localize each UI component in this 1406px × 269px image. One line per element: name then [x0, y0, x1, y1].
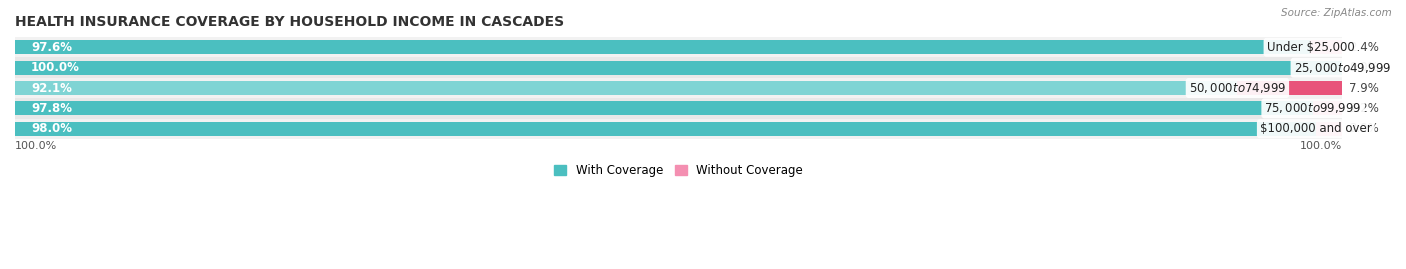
Text: 92.1%: 92.1% — [31, 82, 72, 94]
Bar — [1310, 40, 1343, 54]
Text: 100.0%: 100.0% — [1301, 141, 1343, 151]
Text: 97.6%: 97.6% — [31, 41, 72, 54]
Bar — [15, 122, 1316, 136]
Bar — [15, 119, 1343, 139]
Bar — [15, 58, 1343, 78]
Bar — [15, 98, 1343, 119]
Text: 7.9%: 7.9% — [1348, 82, 1379, 94]
Text: 97.8%: 97.8% — [31, 102, 72, 115]
Text: 100.0%: 100.0% — [31, 61, 80, 74]
Bar — [15, 37, 1343, 58]
Text: 2.2%: 2.2% — [1348, 102, 1379, 115]
Text: 2.4%: 2.4% — [1348, 41, 1379, 54]
Bar — [1313, 101, 1343, 115]
Text: $100,000 and over: $100,000 and over — [1260, 122, 1372, 135]
Text: Source: ZipAtlas.com: Source: ZipAtlas.com — [1281, 8, 1392, 18]
Text: 2.0%: 2.0% — [1348, 122, 1379, 135]
Bar — [1316, 122, 1343, 136]
Text: $25,000 to $49,999: $25,000 to $49,999 — [1294, 61, 1391, 75]
Bar — [15, 81, 1237, 95]
Bar — [15, 78, 1343, 98]
Text: 0.0%: 0.0% — [1348, 61, 1378, 74]
Text: $75,000 to $99,999: $75,000 to $99,999 — [1264, 101, 1362, 115]
Legend: With Coverage, Without Coverage: With Coverage, Without Coverage — [550, 160, 807, 182]
Text: 98.0%: 98.0% — [31, 122, 72, 135]
Text: $50,000 to $74,999: $50,000 to $74,999 — [1188, 81, 1286, 95]
Bar — [15, 61, 1343, 75]
Bar — [15, 101, 1313, 115]
Text: HEALTH INSURANCE COVERAGE BY HOUSEHOLD INCOME IN CASCADES: HEALTH INSURANCE COVERAGE BY HOUSEHOLD I… — [15, 15, 564, 29]
Text: Under $25,000: Under $25,000 — [1267, 41, 1354, 54]
Text: 100.0%: 100.0% — [15, 141, 58, 151]
Bar — [15, 40, 1310, 54]
Bar — [1237, 81, 1343, 95]
